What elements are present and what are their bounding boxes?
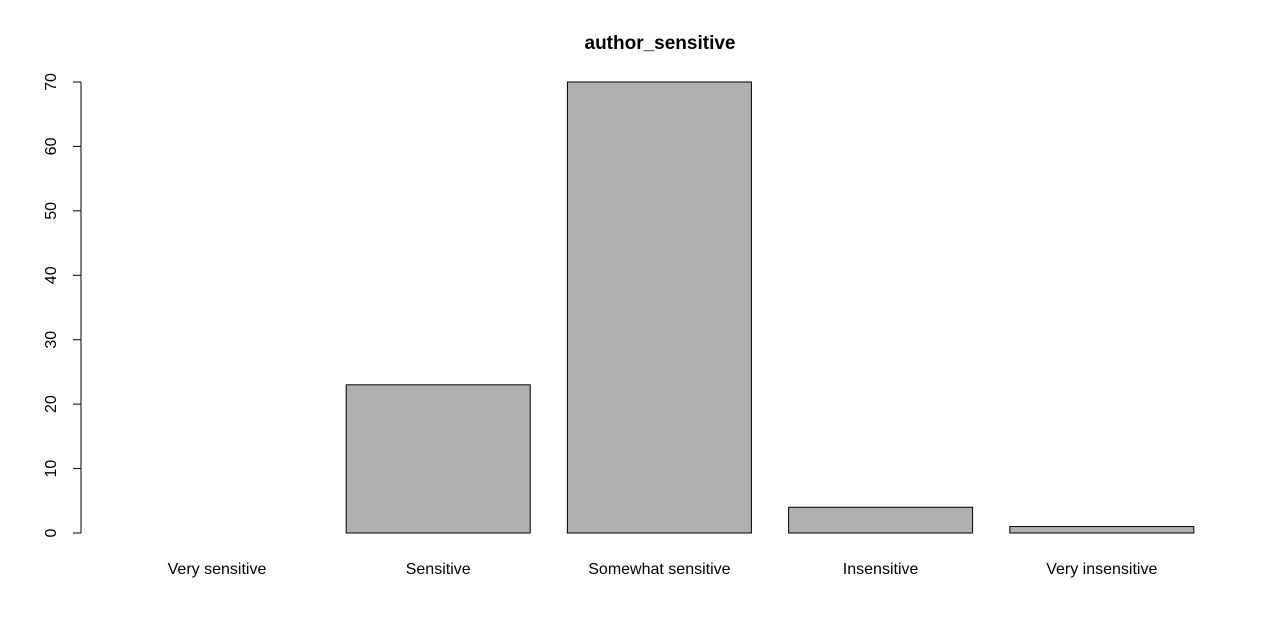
y-tick-label: 70: [43, 73, 60, 91]
bar: [566, 81, 752, 534]
x-category-label: Sensitive: [406, 561, 471, 578]
bars-group: [345, 81, 1195, 534]
bar: [1009, 526, 1195, 534]
x-category-label: Somewhat sensitive: [588, 561, 730, 578]
x-category-label: Insensitive: [843, 561, 919, 578]
x-category-label: Very sensitive: [168, 561, 267, 578]
bar: [345, 384, 531, 534]
bar: [788, 506, 974, 534]
x-category-label: Very insensitive: [1046, 561, 1157, 578]
y-axis: 0 10 20 30 40 50 60 70: [43, 73, 82, 537]
chart-title: author_sensitive: [585, 33, 736, 54]
y-tick-label: 60: [43, 137, 60, 155]
y-tick-label: 30: [43, 331, 60, 349]
y-tick-label: 0: [43, 528, 60, 537]
y-tick-label: 10: [43, 460, 60, 478]
y-tick-label: 20: [43, 395, 60, 413]
y-tick-label: 50: [43, 202, 60, 220]
y-tick-label: 40: [43, 266, 60, 284]
x-axis-labels: Very sensitive Sensitive Somewhat sensitiv…: [168, 561, 1158, 578]
